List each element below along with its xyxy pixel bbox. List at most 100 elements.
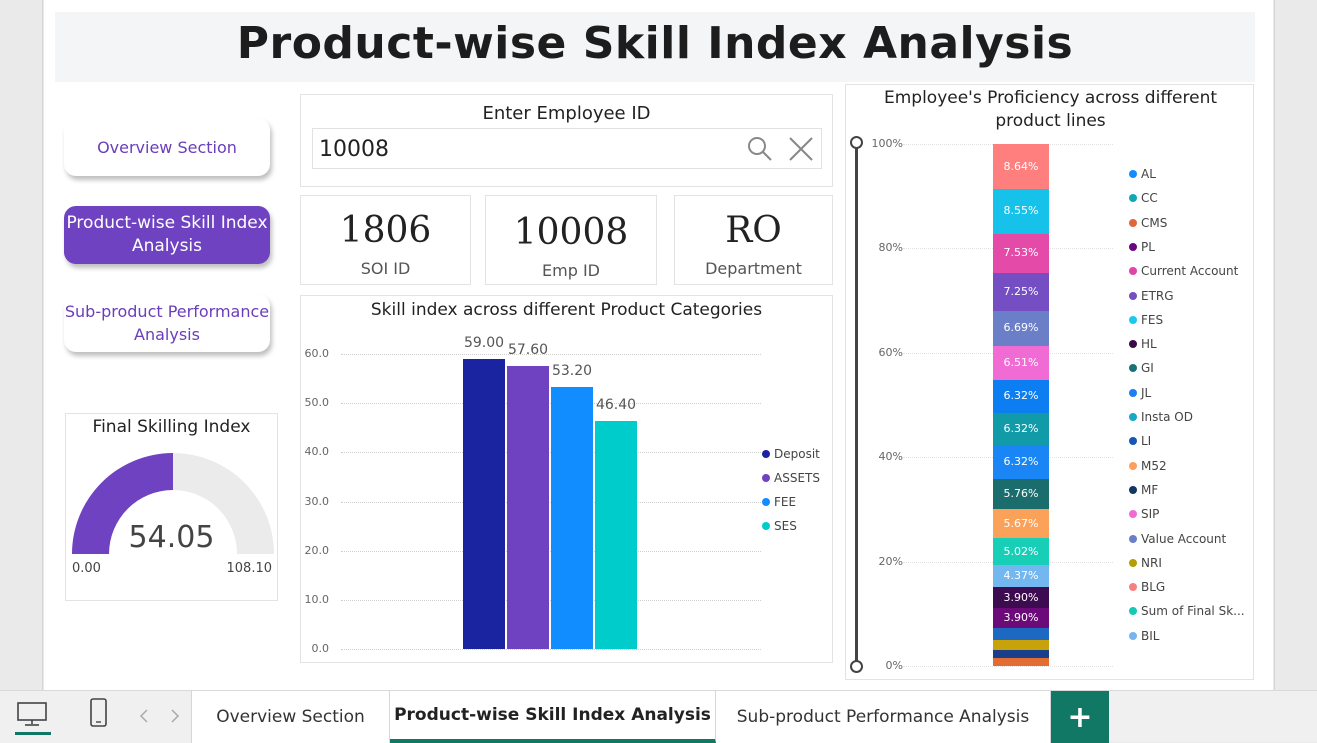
y-tick-label: 20% xyxy=(878,554,903,568)
legend-item: ETRG xyxy=(1129,289,1174,303)
legend-item: Current Account xyxy=(1129,264,1238,278)
legend-label: JL xyxy=(1141,385,1152,400)
tab-product-wise[interactable]: Product-wise Skill Index Analysis xyxy=(390,691,716,743)
nav-product-button[interactable]: Product-wise Skill Index Analysis xyxy=(64,206,270,264)
legend-label: SIP xyxy=(1141,507,1160,522)
legend-dot xyxy=(1129,340,1137,349)
segment-data-label: 6.51% xyxy=(1003,355,1039,369)
legend-item: FES xyxy=(1129,313,1163,327)
add-page-button[interactable]: + xyxy=(1051,691,1109,743)
legend-dot xyxy=(1129,267,1137,276)
stack-segment xyxy=(993,345,1049,380)
segment-data-label: 6.32% xyxy=(1003,455,1039,469)
stack-segment xyxy=(993,538,1049,565)
y-tick-label: 40% xyxy=(878,450,903,464)
gauge-value: 54.05 xyxy=(128,520,215,555)
segment-data-label: 7.25% xyxy=(1003,284,1039,298)
stack-segment xyxy=(993,508,1049,539)
legend-dot xyxy=(1129,485,1137,494)
bar xyxy=(551,387,593,649)
legend-label: BLG xyxy=(1141,580,1166,595)
legend-label: NRI xyxy=(1141,555,1162,570)
bar-data-label: 53.20 xyxy=(551,363,593,380)
clear-icon[interactable] xyxy=(788,136,814,162)
stack-segment xyxy=(993,564,1049,588)
employee-search-panel: Enter Employee ID 10008 xyxy=(300,94,833,187)
legend-item: LI xyxy=(1129,434,1151,448)
emp-id-value: 10008 xyxy=(513,212,629,253)
legend-item: PL xyxy=(1129,240,1155,254)
legend-label: M52 xyxy=(1141,458,1167,473)
segment-data-label: 5.67% xyxy=(1003,516,1039,530)
employee-id-input[interactable]: 10008 xyxy=(312,128,822,169)
tab-overview[interactable]: Overview Section xyxy=(192,691,390,743)
legend-item: NRI xyxy=(1129,556,1162,570)
legend-item: Deposit xyxy=(762,447,820,461)
legend-item: Sum of Final Sk... xyxy=(1129,604,1245,618)
legend-item: M52 xyxy=(1129,459,1167,473)
legend-dot xyxy=(1129,388,1137,397)
legend-dot xyxy=(762,450,770,458)
legend-label: Insta OD xyxy=(1141,410,1193,424)
range-slider-top-handle[interactable] xyxy=(850,136,863,149)
segment-data-label: 8.64% xyxy=(1003,159,1039,173)
y-tick-label: 50.0 xyxy=(304,396,330,410)
legend-item: FEE xyxy=(762,495,796,509)
legend-dot xyxy=(1129,437,1137,446)
legend-dot xyxy=(1129,194,1137,203)
y-tick-label: 10.0 xyxy=(304,592,330,606)
search-icon[interactable] xyxy=(746,135,774,163)
tab-subproduct[interactable]: Sub-product Performance Analysis xyxy=(716,691,1051,743)
legend-item: ASSETS xyxy=(762,471,820,485)
bar xyxy=(463,358,505,649)
legend-dot xyxy=(1129,291,1137,300)
bar-data-label: 59.00 xyxy=(463,334,505,351)
segment-data-label: 3.90% xyxy=(1003,610,1039,624)
gauge-fill xyxy=(72,453,173,554)
y-tick-label: 60.0 xyxy=(304,347,330,360)
bar-data-label: 46.40 xyxy=(595,396,637,413)
department-label: Department xyxy=(705,259,802,278)
legend-dot xyxy=(1129,315,1137,324)
stack-segment xyxy=(993,445,1049,479)
skill-index-bar-chart: Skill index across different Product Cat… xyxy=(300,295,833,663)
department-value: RO xyxy=(725,210,782,251)
legend-dot xyxy=(1129,607,1137,616)
segment-data-label: 8.55% xyxy=(1003,204,1039,218)
legend-label: MF xyxy=(1141,482,1159,497)
gauge-title: Final Skilling Index xyxy=(92,417,251,437)
emp-id-card: 10008 Emp ID xyxy=(485,195,657,285)
segment-data-label: 4.37% xyxy=(1003,569,1039,583)
range-slider-track[interactable] xyxy=(855,143,858,667)
segment-data-label: 6.69% xyxy=(1003,321,1039,335)
legend-item: MF xyxy=(1129,483,1158,497)
proficiency-stacked-chart: Employee's Proficiency across different … xyxy=(845,84,1254,680)
y-tick-label: 20.0 xyxy=(304,543,330,557)
legend-label: ASSETS xyxy=(774,471,820,485)
legend-item: Insta OD xyxy=(1129,410,1193,424)
legend-label: GI xyxy=(1141,361,1154,376)
segment-data-label: 3.90% xyxy=(1003,590,1039,604)
y-gridline xyxy=(341,649,761,650)
desktop-view-icon[interactable] xyxy=(16,701,48,727)
legend-dot xyxy=(1129,242,1137,251)
y-tick-label: 100% xyxy=(871,137,903,150)
mobile-view-icon[interactable] xyxy=(89,698,109,728)
legend-dot xyxy=(1129,534,1137,543)
legend-dot xyxy=(1129,218,1137,227)
legend-dot xyxy=(762,498,770,506)
nav-subproduct-button[interactable]: Sub-product Performance Analysis xyxy=(64,294,270,352)
legend-label: Deposit xyxy=(774,447,820,461)
y-tick-label: 80% xyxy=(878,241,903,255)
range-slider-bottom-handle[interactable] xyxy=(850,660,863,673)
legend-dot xyxy=(1129,510,1137,519)
prev-page-icon[interactable] xyxy=(139,709,149,723)
report-canvas-border xyxy=(42,0,1275,690)
nav-overview-button[interactable]: Overview Section xyxy=(64,118,270,176)
next-page-icon[interactable] xyxy=(170,709,180,723)
search-title: Enter Employee ID xyxy=(482,103,651,124)
segment-data-label: 6.32% xyxy=(1003,422,1039,436)
stack-segment xyxy=(993,412,1049,446)
legend-item: JL xyxy=(1129,386,1151,400)
stack-segment xyxy=(993,144,1049,190)
